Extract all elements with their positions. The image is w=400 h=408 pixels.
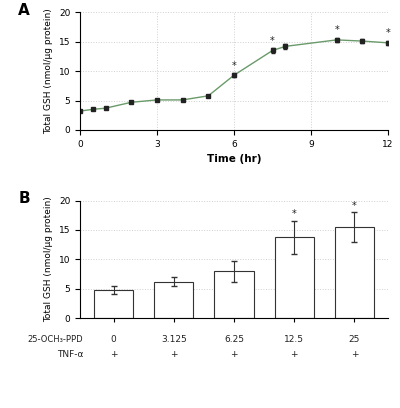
Text: *: * [232, 61, 236, 71]
Bar [94, 290, 133, 318]
Text: *: * [292, 209, 296, 219]
Text: *: * [334, 25, 339, 35]
Bar [214, 271, 254, 318]
Bar [275, 237, 314, 318]
Text: 3.125: 3.125 [161, 335, 187, 344]
Text: 25-OCH₃-PPD: 25-OCH₃-PPD [28, 335, 84, 344]
Text: *: * [270, 36, 275, 46]
Text: 6.25: 6.25 [224, 335, 244, 344]
Y-axis label: Total GSH (nmol/μg protein): Total GSH (nmol/μg protein) [44, 8, 53, 134]
Text: +: + [290, 350, 298, 359]
Text: +: + [170, 350, 178, 359]
Text: 25: 25 [349, 335, 360, 344]
Text: +: + [230, 350, 238, 359]
Bar [154, 282, 193, 318]
Text: +: + [351, 350, 358, 359]
Text: TNF-α: TNF-α [57, 350, 84, 359]
Text: +: + [110, 350, 117, 359]
Y-axis label: Total GSH (nmol/μg protein): Total GSH (nmol/μg protein) [44, 197, 53, 322]
Text: *: * [352, 201, 357, 211]
Text: 0: 0 [111, 335, 116, 344]
Text: 12.5: 12.5 [284, 335, 304, 344]
Bar [335, 227, 374, 318]
Text: *: * [386, 29, 390, 38]
X-axis label: Time (hr): Time (hr) [207, 154, 261, 164]
Text: A: A [18, 3, 30, 18]
Text: B: B [18, 191, 30, 206]
